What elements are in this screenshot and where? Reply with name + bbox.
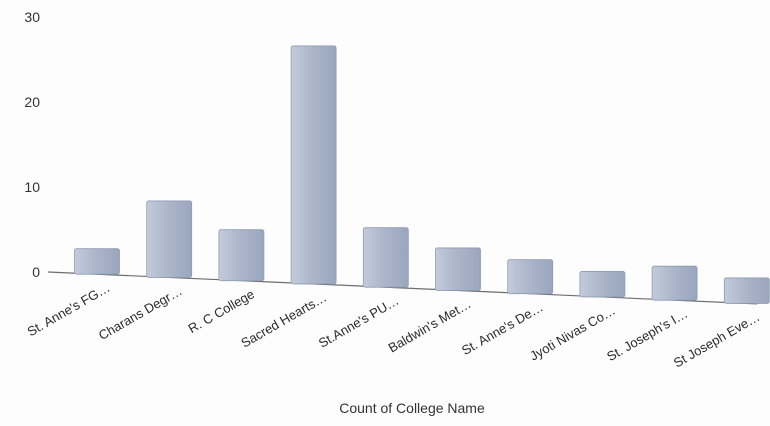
bar [290, 45, 337, 285]
bar [579, 271, 626, 298]
x-axis-title: Count of College Name [339, 400, 485, 416]
bar [146, 200, 193, 278]
bar [362, 227, 409, 288]
x-tick-label: R. C College [186, 286, 257, 336]
x-axis-tick-labels: St. Anne's FG…Charans Degr… R. C CollegeS… [25, 280, 763, 371]
bar [218, 229, 265, 282]
bar [507, 259, 554, 295]
y-tick-label: 30 [24, 9, 40, 25]
bar [723, 277, 770, 304]
y-tick-label: 10 [24, 179, 40, 195]
y-axis-ticks: 0 10 20 30 [24, 9, 40, 280]
bar [74, 248, 120, 275]
bar [651, 265, 698, 301]
bars-group [74, 45, 770, 304]
bar [435, 247, 481, 291]
y-tick-label: 0 [32, 264, 40, 280]
y-tick-label: 20 [24, 94, 40, 110]
